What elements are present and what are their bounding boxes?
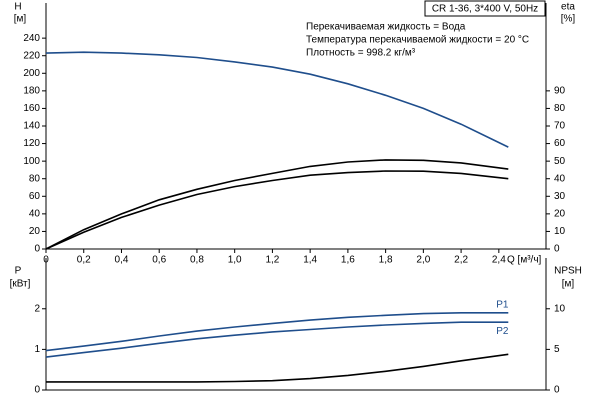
y-tick-label: 0 bbox=[34, 244, 40, 255]
y2-tick-label: 30 bbox=[554, 191, 566, 202]
x-tick-label: 0,8 bbox=[190, 255, 204, 266]
x-tick-label: 1,8 bbox=[379, 255, 393, 266]
y-tick-label: 140 bbox=[23, 121, 40, 132]
x-tick-label: 1,6 bbox=[341, 255, 355, 266]
y-tick-label: 180 bbox=[23, 85, 40, 96]
y-axis-label: H bbox=[14, 2, 21, 13]
x-tick-label: 1,4 bbox=[303, 255, 317, 266]
x-tick-label: 2,2 bbox=[454, 255, 468, 266]
curve-label: P1 bbox=[496, 299, 509, 310]
y-axis-label: P bbox=[15, 266, 22, 277]
y2-tick-label: 0 bbox=[554, 385, 560, 396]
info-line: Перекачиваемая жидкость = Вода bbox=[306, 22, 466, 33]
y2-axis-label: NPSH bbox=[554, 266, 582, 277]
y2-axis-unit: [м] bbox=[562, 279, 575, 290]
y-tick-label: 120 bbox=[23, 138, 40, 149]
y2-tick-label: 90 bbox=[554, 85, 566, 96]
curve bbox=[45, 170, 509, 250]
y2-tick-label: 5 bbox=[554, 344, 560, 355]
info-line: Температура перекачиваемой жидкости = 20… bbox=[306, 35, 529, 46]
curve bbox=[46, 353, 509, 383]
y-axis-unit: [кВт] bbox=[10, 279, 31, 290]
y-tick-label: 200 bbox=[23, 68, 40, 79]
x-axis-label: Q [м³/ч] bbox=[507, 255, 542, 266]
y2-tick-label: 40 bbox=[554, 173, 566, 184]
y-tick-label: 220 bbox=[23, 50, 40, 61]
y-tick-label: 1 bbox=[34, 344, 40, 355]
x-tick-label: 1,2 bbox=[265, 255, 279, 266]
y2-tick-label: 0 bbox=[554, 244, 560, 255]
y-tick-label: 0 bbox=[34, 385, 40, 396]
y-tick-label: 240 bbox=[23, 33, 40, 44]
curve-label: P2 bbox=[496, 326, 509, 337]
info-box bbox=[424, 0, 546, 17]
y-tick-label: 40 bbox=[29, 208, 41, 219]
curve bbox=[45, 321, 509, 358]
curve bbox=[45, 51, 509, 148]
x-tick-label: 2,0 bbox=[416, 255, 430, 266]
y2-tick-label: 60 bbox=[554, 138, 566, 149]
y2-tick-label: 10 bbox=[554, 226, 566, 237]
x-tick-label: 0,6 bbox=[152, 255, 166, 266]
x-tick-label: 0,4 bbox=[115, 255, 129, 266]
info-line: Плотность = 998.2 кг/м³ bbox=[306, 48, 416, 59]
y2-axis-label: eta bbox=[561, 2, 575, 13]
y2-tick-label: 50 bbox=[554, 156, 566, 167]
y2-tick-label: 80 bbox=[554, 103, 566, 114]
y-tick-label: 160 bbox=[23, 103, 40, 114]
y2-axis-unit: [%] bbox=[561, 14, 576, 25]
y-axis-unit: [м] bbox=[14, 14, 27, 25]
y2-tick-label: 70 bbox=[554, 121, 566, 132]
x-tick-label: 0,2 bbox=[77, 255, 91, 266]
info-title: CR 1-36, 3*400 V, 50Hz bbox=[432, 4, 538, 15]
y2-tick-label: 20 bbox=[554, 208, 566, 219]
y-tick-label: 2 bbox=[34, 303, 40, 314]
curve bbox=[45, 159, 509, 250]
y-tick-label: 80 bbox=[29, 173, 41, 184]
x-tick-label: 2,4 bbox=[492, 255, 506, 266]
y-tick-label: 60 bbox=[29, 191, 41, 202]
curve bbox=[45, 312, 509, 352]
y-tick-label: 20 bbox=[29, 226, 41, 237]
y-tick-label: 100 bbox=[23, 156, 40, 167]
y2-tick-label: 10 bbox=[554, 303, 566, 314]
x-tick-label: 1,0 bbox=[228, 255, 242, 266]
